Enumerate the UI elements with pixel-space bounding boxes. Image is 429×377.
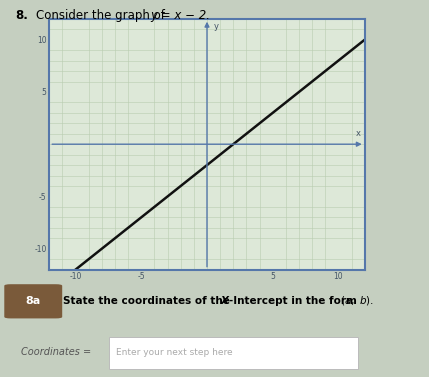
Text: Enter your next step here: Enter your next step here	[116, 348, 233, 357]
Text: -Intercept in the form: -Intercept in the form	[229, 296, 360, 306]
Text: Coordinates =: Coordinates =	[21, 347, 91, 357]
Text: y: y	[214, 21, 218, 31]
Text: X: X	[220, 296, 228, 306]
Text: 8.: 8.	[15, 9, 28, 22]
Text: $(a,\ b)$.: $(a,\ b)$.	[340, 294, 374, 307]
FancyBboxPatch shape	[109, 337, 358, 369]
FancyBboxPatch shape	[4, 284, 62, 319]
Text: y = x − 2.: y = x − 2.	[150, 9, 210, 22]
Text: State the coordinates of the: State the coordinates of the	[63, 296, 234, 306]
Text: Consider the graph of: Consider the graph of	[36, 9, 169, 22]
Text: 8a: 8a	[25, 296, 41, 306]
Text: x: x	[356, 129, 361, 138]
